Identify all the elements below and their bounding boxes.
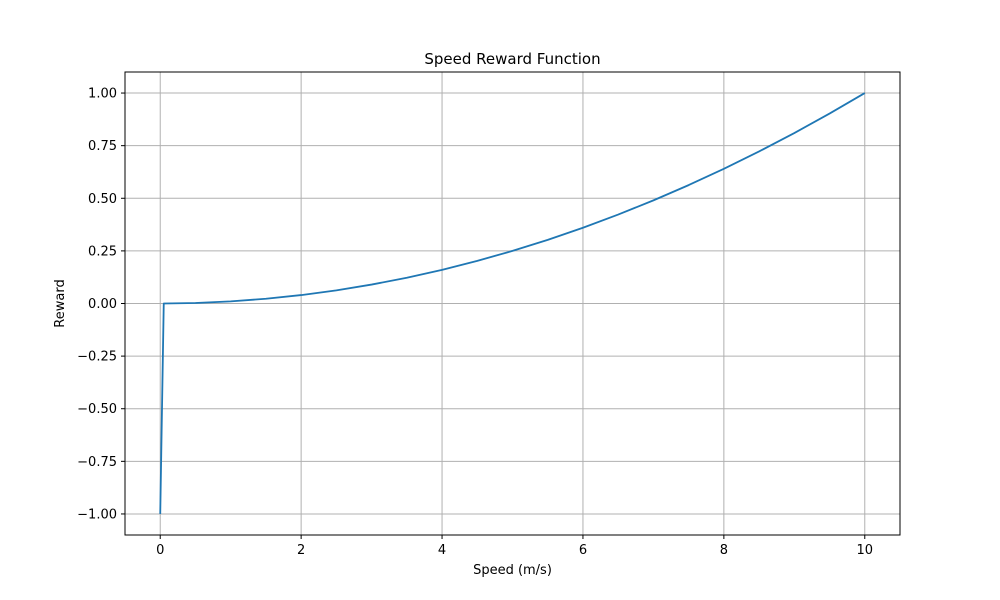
y-tick-label: 1.00 [88,87,117,102]
y-axis-title: Reward [53,279,68,327]
y-tick-label: −0.50 [77,402,117,417]
x-tick-label: 0 [156,543,164,558]
y-tick-label: −0.25 [77,350,117,365]
series-layer [159,92,866,514]
y-tick-label: 0.50 [88,192,117,207]
y-axis-ticks: −1.00 −0.75 −0.50 −0.25 0.00 0.25 0.50 0.75 1.00 [77,87,125,522]
x-tick-label: 6 [579,543,587,558]
y-tick-label: 0.75 [88,139,117,154]
y-tick-label: −0.75 [77,455,117,470]
reward-series-line [159,92,866,514]
grid-lines [125,72,900,535]
x-tick-label: 2 [297,543,305,558]
x-tick-label: 4 [438,543,446,558]
x-tick-label: 8 [720,543,728,558]
x-axis-ticks: 0 2 4 6 8 10 [156,535,873,558]
y-tick-label: 0.25 [88,244,117,259]
x-axis-title: Speed (m/s) [473,563,552,578]
y-tick-label: −1.00 [77,507,117,522]
chart-title: Speed Reward Function [424,50,600,68]
y-tick-label: 0.00 [88,297,117,312]
x-tick-label: 10 [856,543,873,558]
